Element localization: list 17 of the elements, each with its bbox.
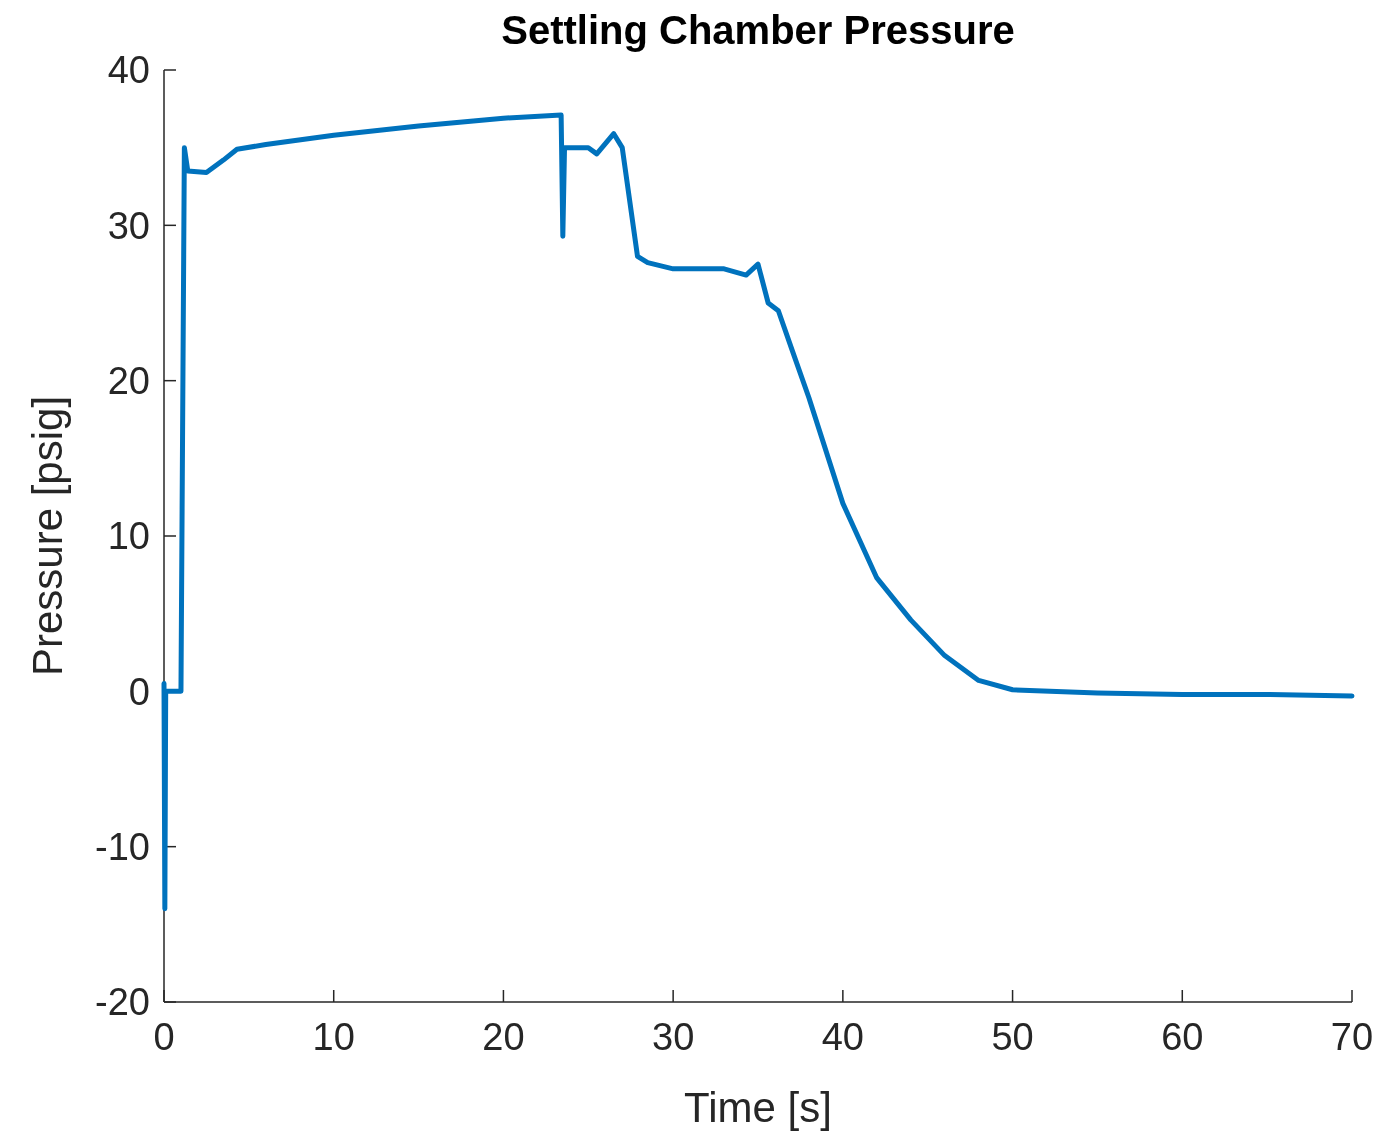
x-tick-label: 60 [1161, 1016, 1204, 1058]
y-axis-title: Pressure [psig] [24, 395, 71, 677]
y-tick-label: 20 [107, 359, 150, 402]
x-tick-label: 10 [312, 1016, 355, 1058]
chart-title: Settling Chamber Pressure [501, 8, 1015, 52]
x-tick-label: 20 [482, 1016, 525, 1058]
x-tick-label: 50 [991, 1016, 1034, 1058]
y-tick-label: 0 [128, 670, 150, 713]
y-tick-label: -10 [95, 825, 150, 868]
y-tick-label: -20 [95, 981, 150, 1024]
x-axis-title: Time [s] [684, 1084, 832, 1131]
x-tick-label: 30 [652, 1016, 695, 1058]
x-tick-label: 40 [821, 1016, 864, 1058]
y-tick-label: 10 [107, 515, 150, 558]
x-tick-label: 70 [1330, 1016, 1374, 1058]
y-tick-label: 40 [107, 49, 150, 92]
y-tick-label: 30 [107, 204, 150, 247]
